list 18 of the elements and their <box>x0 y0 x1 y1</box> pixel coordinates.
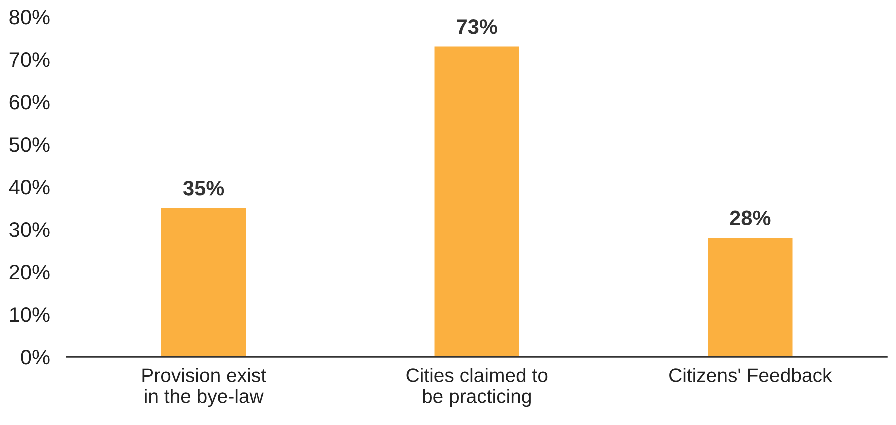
y-tick-label: 70% <box>10 52 50 68</box>
y-tick-label: 0% <box>21 350 50 365</box>
data-label: 28% <box>730 210 771 226</box>
y-tick-label: 30% <box>10 222 50 238</box>
y-tick-label: 10% <box>10 308 50 322</box>
x-tick-label: Citizens' Feedback <box>670 368 832 382</box>
y-tick-label: 80% <box>10 10 50 25</box>
bar <box>434 46 520 357</box>
data-label: 73% <box>457 20 498 34</box>
y-tick-label: 60% <box>10 95 50 110</box>
bar <box>161 208 246 357</box>
y-tick-label: 50% <box>10 138 50 152</box>
x-tick-label: Cities claimed to be practicing <box>406 368 548 408</box>
bar <box>708 238 793 357</box>
y-tick-label: 20% <box>10 265 50 280</box>
y-tick-label: 40% <box>9 180 50 195</box>
x-tick-label: Provision exist in the bye-law <box>142 368 266 408</box>
data-label: 35% <box>183 181 224 196</box>
